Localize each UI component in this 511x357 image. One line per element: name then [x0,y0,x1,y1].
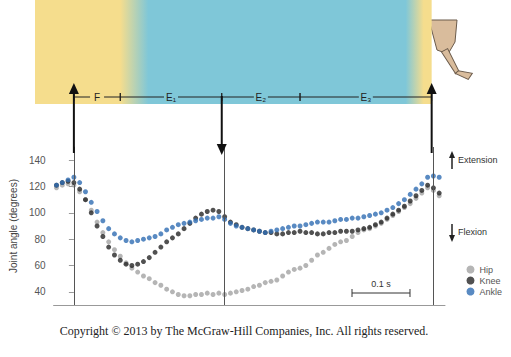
svg-text:Joint angle (degrees): Joint angle (degrees) [8,179,19,273]
svg-text:60: 60 [34,260,46,271]
svg-text:0.1 s: 0.1 s [371,279,391,289]
svg-text:E₁: E₁ [166,92,177,103]
svg-text:Extension: Extension [458,155,498,165]
svg-text:Knee: Knee [479,276,500,286]
svg-text:120: 120 [29,181,46,192]
svg-text:Ankle: Ankle [479,287,502,297]
svg-text:Flexion: Flexion [458,227,487,237]
svg-text:80: 80 [34,234,46,245]
svg-text:E₂: E₂ [256,92,267,103]
svg-text:140: 140 [29,155,46,166]
svg-text:40: 40 [34,286,46,297]
svg-text:F: F [94,92,100,103]
svg-text:Hip: Hip [479,265,493,275]
svg-text:100: 100 [29,207,46,218]
svg-text:Copyright © 2013 by The McGraw: Copyright © 2013 by The McGraw-Hill Comp… [60,324,429,338]
svg-text:E₃: E₃ [360,92,371,103]
